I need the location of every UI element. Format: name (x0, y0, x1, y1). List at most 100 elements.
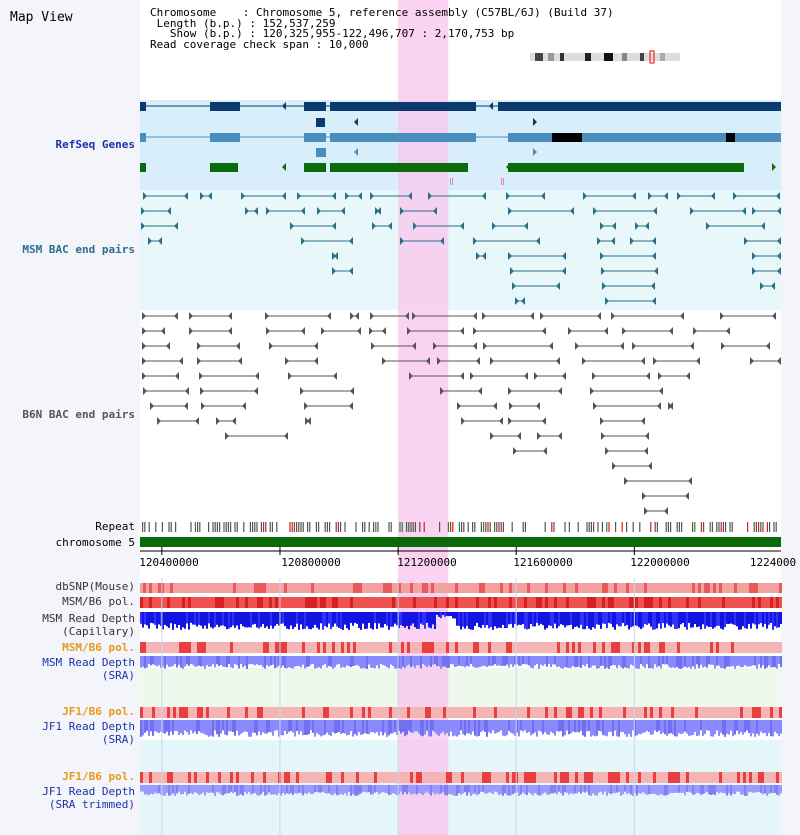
polymorphism-cell (257, 597, 260, 608)
read-depth-bar (456, 720, 458, 737)
b6n-bac-label[interactable]: B6N BAC end pairs (22, 408, 135, 421)
read-depth-bar (514, 612, 516, 625)
read-depth-bar (770, 612, 772, 623)
polymorphism-cell (758, 583, 761, 593)
repeat-element (632, 522, 634, 532)
read-depth-bar (702, 612, 704, 625)
polymorphism-cell (161, 583, 164, 593)
read-depth-bar (182, 720, 184, 735)
polymorphism-cell (395, 583, 398, 593)
read-depth-bar (730, 785, 732, 796)
polymorphism-cell (632, 772, 635, 783)
repeat-element (593, 522, 595, 532)
polymorphism-cell (329, 597, 332, 608)
bac-end (752, 207, 756, 215)
read-depth-bar (344, 612, 346, 625)
read-depth-bar (674, 656, 676, 669)
read-depth-bar (590, 785, 592, 796)
polymorphism-cell (458, 772, 461, 783)
read-depth-bar (510, 720, 512, 733)
polymorphism-cell (770, 583, 773, 593)
read-depth-bar (264, 612, 266, 628)
msm-bac-label[interactable]: MSM BAC end pairs (22, 243, 135, 256)
refseq-genes-label[interactable]: RefSeq Genes (55, 138, 135, 151)
polymorphism-cell (440, 583, 443, 593)
read-depth-bar (206, 656, 208, 666)
bac-end (641, 357, 645, 365)
bac-end (388, 222, 392, 230)
read-depth-bar (332, 720, 334, 733)
polymorphism-cell (461, 707, 464, 718)
polymorphism-cell (185, 583, 188, 593)
read-depth-bar (678, 720, 680, 734)
read-depth-bar (588, 720, 590, 731)
polymorphism-cell (404, 707, 407, 718)
read-depth-bar (160, 785, 162, 795)
read-depth-bar (466, 656, 468, 666)
bac-end (776, 192, 780, 200)
bac-end (562, 252, 566, 260)
read-depth-bar (146, 612, 148, 626)
read-depth-bar (656, 785, 658, 796)
bac-end (524, 372, 528, 380)
polymorphism-cell (440, 642, 443, 653)
read-depth-bar (546, 656, 548, 667)
read-depth-bar (526, 612, 528, 630)
polymorphism-cell (656, 707, 659, 718)
polymorphism-cell (410, 772, 413, 783)
read-depth-bar (502, 720, 504, 736)
read-depth-bar (454, 612, 456, 619)
read-depth-bar (536, 720, 538, 737)
read-depth-bar (250, 720, 252, 737)
repeat-element (340, 522, 342, 532)
read-depth-bar (510, 656, 512, 665)
polymorphism-cell (245, 597, 248, 608)
polymorphism-cell (356, 583, 359, 593)
read-depth-bar (564, 720, 566, 736)
read-depth-bar (258, 656, 260, 666)
read-depth-bar (600, 612, 602, 629)
polymorphism-cell (416, 642, 419, 653)
read-depth-bar (396, 785, 398, 796)
polymorphism-cell (665, 642, 668, 653)
read-depth-bar (598, 612, 600, 625)
read-depth-bar (470, 612, 472, 630)
repeat-element (326, 522, 328, 532)
gene-block (330, 133, 476, 142)
read-depth-bar (214, 612, 216, 628)
polymorphism-cell (347, 583, 350, 593)
msm-bac-track-bg (140, 190, 781, 310)
read-depth-bar (622, 720, 624, 733)
repeat-element (298, 522, 300, 532)
read-depth-bar (484, 656, 486, 667)
read-depth-bar (766, 612, 768, 629)
read-depth-bar (530, 720, 532, 736)
bac-end (570, 207, 574, 215)
read-depth-bar (506, 785, 508, 795)
polymorphism-cell (209, 583, 212, 593)
read-depth-bar (488, 656, 490, 666)
polymorphism-cell (296, 597, 299, 608)
read-depth-bar (744, 720, 746, 733)
read-depth-bar (672, 785, 674, 793)
read-depth-bar (750, 720, 752, 737)
polymorphism-cell (695, 772, 698, 783)
read-depth-bar (644, 656, 646, 668)
polymorphism-cell (734, 707, 737, 718)
read-depth-bar (602, 656, 604, 666)
read-depth-bar (776, 785, 778, 795)
polymorphism-cell (407, 583, 410, 593)
read-depth-bar (464, 656, 466, 668)
bac-end (201, 402, 205, 410)
polymorphism-cell (758, 772, 761, 783)
bac-end (350, 312, 354, 320)
polymorphism-cell (218, 642, 221, 653)
polymorphism-cell (695, 597, 698, 608)
polymorphism-cell (191, 597, 194, 608)
repeat-element (390, 522, 392, 532)
bac-end (413, 222, 417, 230)
read-depth-bar (354, 656, 356, 666)
polymorphism-cell (716, 597, 719, 608)
polymorphism-cell (335, 597, 338, 608)
